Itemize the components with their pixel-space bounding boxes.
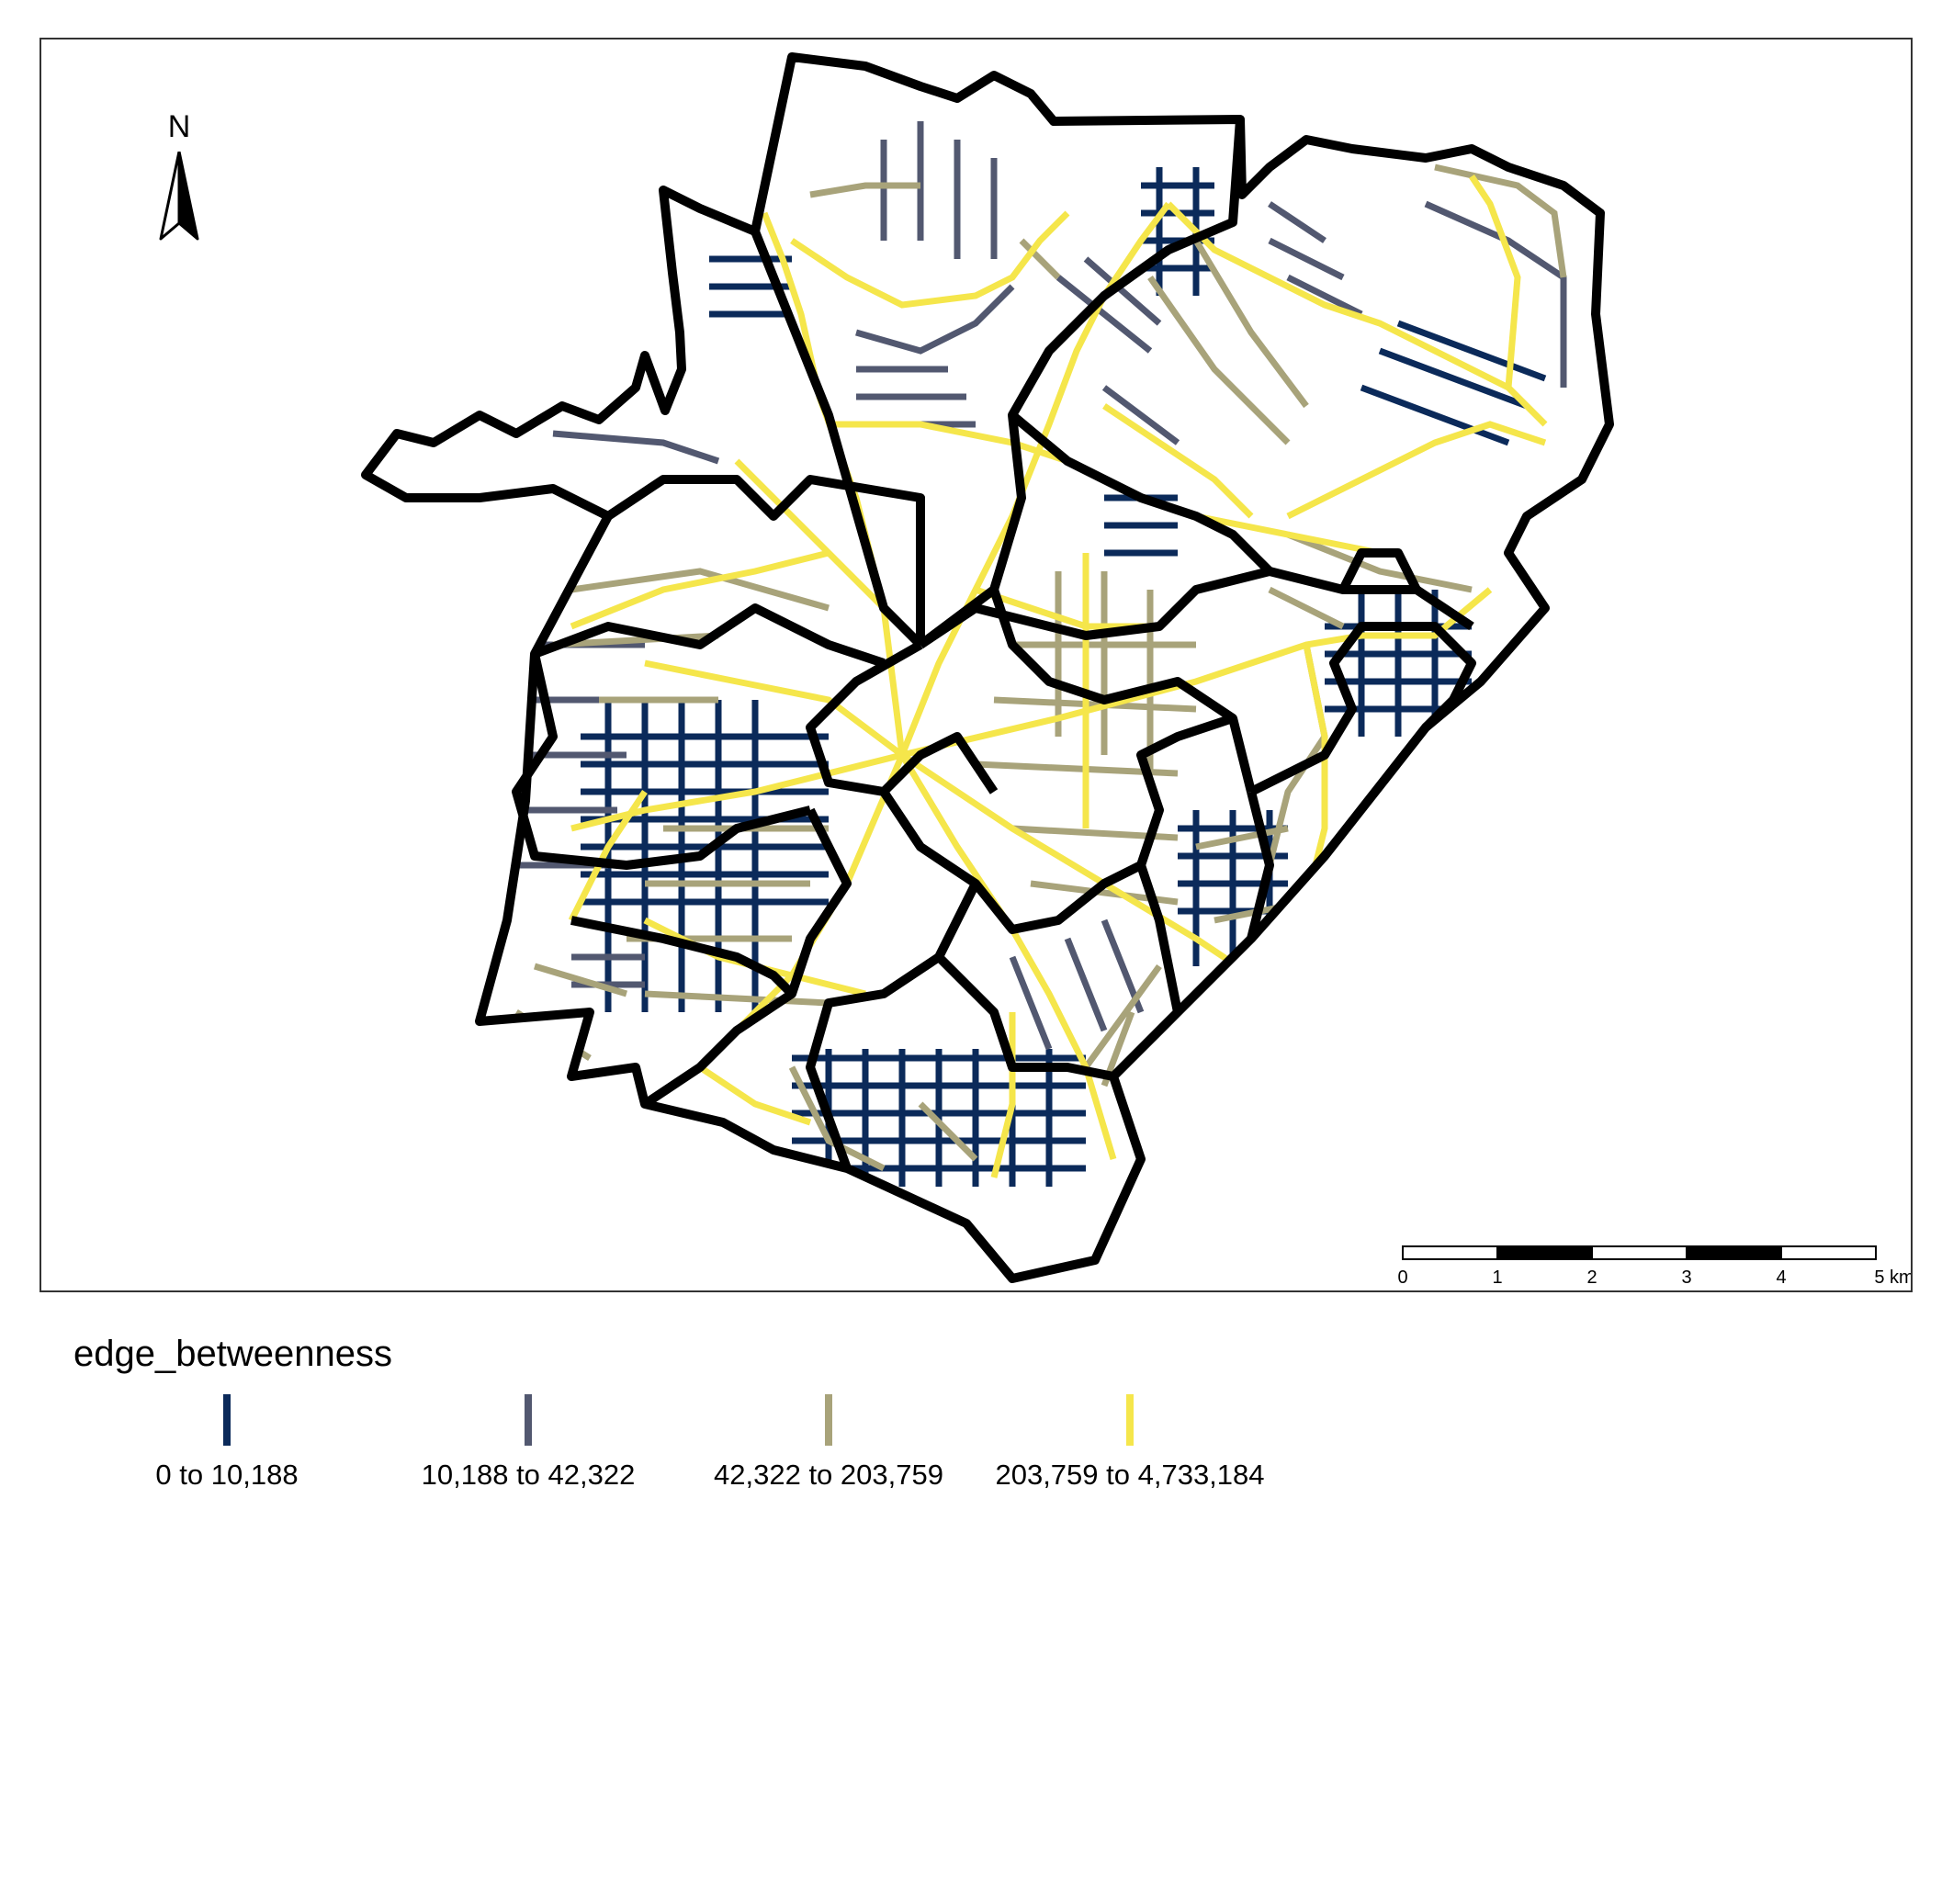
scale-tick-label: 1 — [1492, 1267, 1503, 1288]
legend-label: 10,188 to 42,322 — [421, 1459, 636, 1491]
legend-swatch — [825, 1394, 832, 1446]
legend-item: 42,322 to 203,759 — [691, 1394, 966, 1495]
legend-swatch — [525, 1394, 532, 1446]
north-arrow-icon — [159, 152, 199, 241]
legend: edge_betweenness 0 to 10,188 10,188 to 4… — [73, 1332, 1360, 1515]
roads-class-2 — [516, 121, 1567, 1051]
scale-bar: 0 1 2 3 4 5 km — [1397, 1243, 1913, 1289]
road-network-map — [361, 52, 1614, 1283]
scale-tick-label: 3 — [1681, 1267, 1692, 1288]
legend-item: 0 to 10,188 — [89, 1394, 365, 1495]
legend-swatch — [1126, 1394, 1134, 1446]
legend-label: 0 to 10,188 — [155, 1459, 299, 1491]
legend-item: 203,759 to 4,733,184 — [992, 1394, 1268, 1495]
scale-tick-label: 2 — [1586, 1267, 1597, 1288]
map-panel: N 0 1 2 3 4 5 km — [40, 38, 1913, 1292]
legend-item: 10,188 to 42,322 — [390, 1394, 666, 1495]
district-boundaries — [361, 52, 1614, 1283]
scale-tick-label: 0 — [1397, 1267, 1408, 1288]
north-arrow: N — [152, 111, 207, 249]
north-label: N — [167, 109, 191, 144]
legend-label: 203,759 to 4,733,184 — [995, 1459, 1265, 1491]
scale-bar-graphic — [1402, 1245, 1877, 1260]
legend-swatch — [223, 1394, 231, 1446]
scale-tick-label: 4 — [1776, 1267, 1787, 1288]
legend-label: 42,322 to 203,759 — [714, 1459, 943, 1491]
legend-title: edge_betweenness — [73, 1334, 392, 1374]
scale-tick-label: 5 km — [1874, 1267, 1913, 1288]
